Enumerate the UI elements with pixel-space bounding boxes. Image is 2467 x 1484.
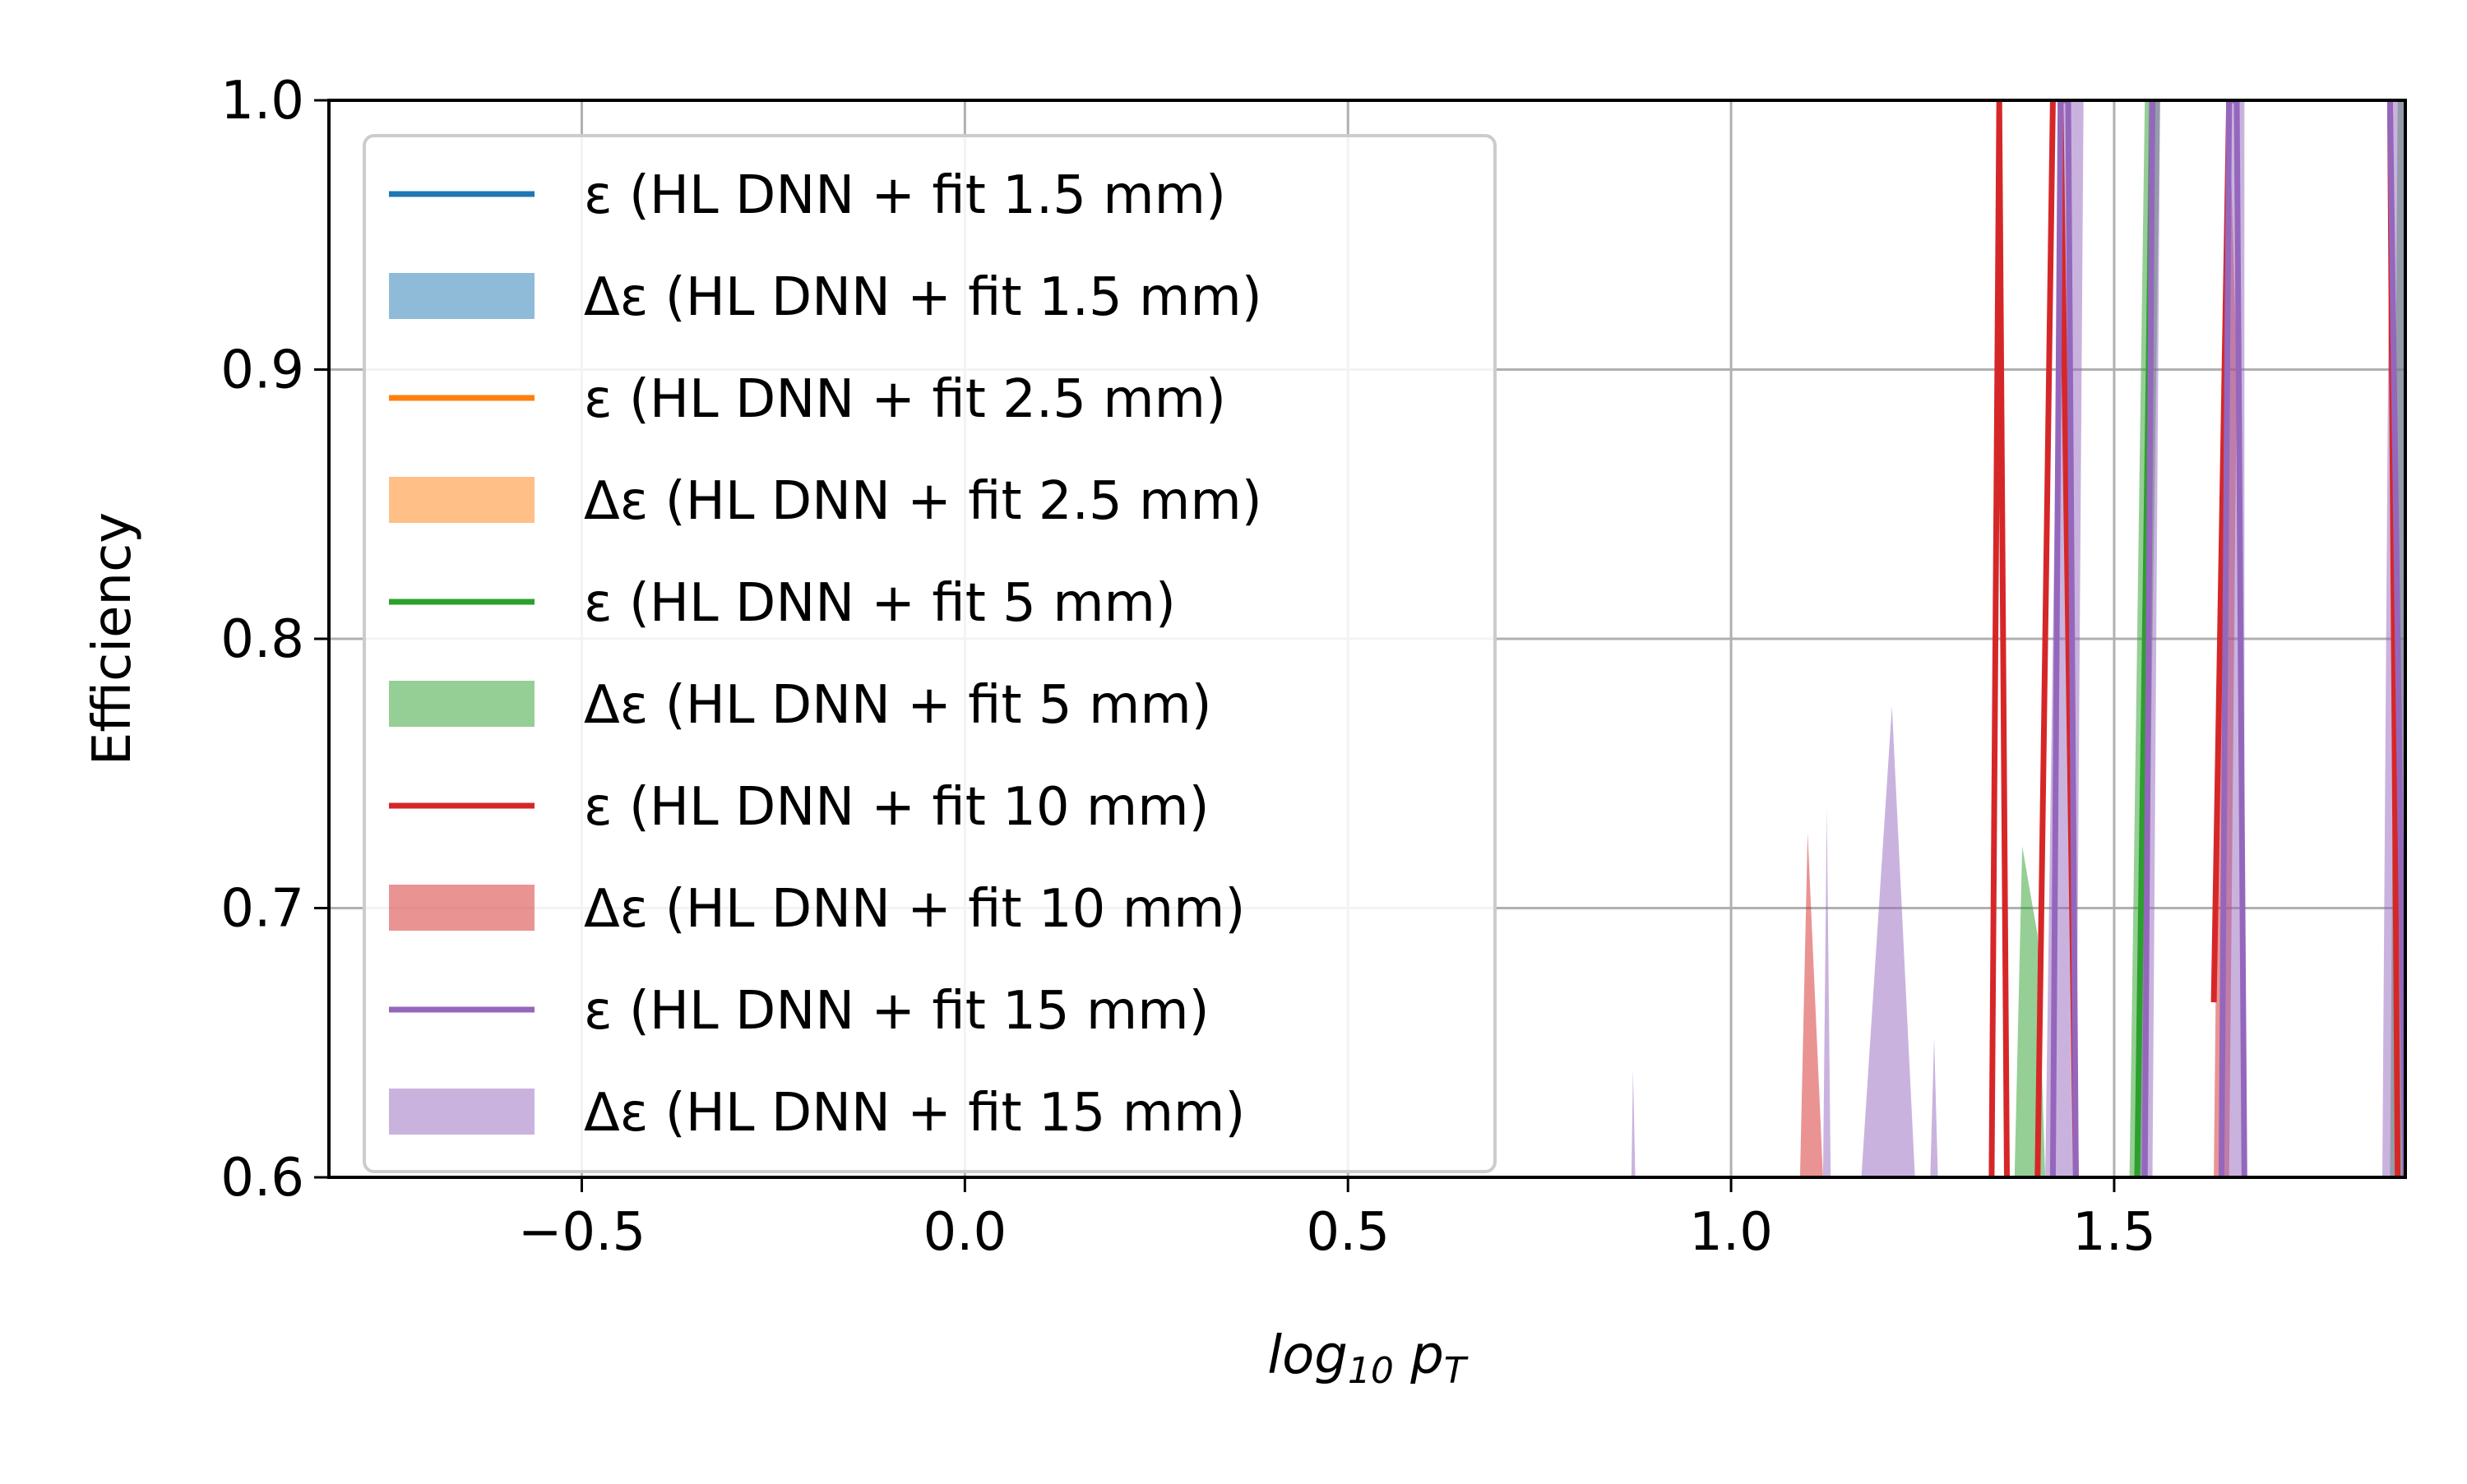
uncertainty-band (1799, 832, 1823, 1177)
y-axis-title: Efficiency (82, 512, 143, 765)
legend-label: Δε (HL DNN + fit 2.5 mm) (584, 471, 1262, 532)
efficiency-line (1988, 100, 2010, 1177)
x-tick-label: 0.5 (1306, 1202, 1390, 1263)
legend-label: Δε (HL DNN + fit 10 mm) (584, 879, 1245, 940)
legend-box (363, 134, 1497, 1173)
efficiency-line (2386, 100, 2405, 1177)
y-tick-label: 0.8 (220, 609, 304, 670)
legend-band-swatch (389, 885, 535, 931)
x-axis-title: log10 pT (1267, 1325, 1469, 1392)
uncertainty-band (1631, 1070, 1636, 1177)
efficiency-line (2049, 100, 2079, 1177)
uncertainty-band (1861, 705, 1915, 1177)
efficiency-line (2218, 100, 2247, 1177)
legend-label: ε (HL DNN + fit 10 mm) (584, 777, 1210, 838)
y-tick-label: 1.0 (220, 71, 304, 132)
x-tick-label: 1.0 (1689, 1202, 1773, 1263)
efficiency-lines (1988, 100, 2405, 1177)
legend-label: ε (HL DNN + fit 1.5 mm) (584, 165, 1226, 226)
efficiency-line (2141, 100, 2155, 1177)
x-tick-label: 0.0 (923, 1202, 1007, 1263)
uncertainty-band (1822, 808, 1831, 1177)
legend: ε (HL DNN + fit 1.5 mm) Δε (HL DNN + fit … (363, 134, 1497, 1173)
legend-label: Δε (HL DNN + fit 1.5 mm) (584, 267, 1262, 328)
x-tick-label: 1.5 (2072, 1202, 2156, 1263)
legend-band-swatch (389, 273, 535, 319)
legend-label: Δε (HL DNN + fit 15 mm) (584, 1083, 1245, 1144)
legend-band-swatch (389, 681, 535, 727)
x-tick-label: −0.5 (518, 1202, 646, 1263)
axis-ticks: −0.5 0.0 0.5 1.0 1.5 0.6 0.7 0.8 0.9 1.0 (220, 71, 2156, 1263)
y-tick-label: 0.7 (220, 879, 304, 940)
uncertainty-band (1930, 1037, 1938, 1177)
legend-label: ε (HL DNN + fit 5 mm) (584, 573, 1176, 634)
legend-band-swatch (389, 1089, 535, 1135)
legend-label: Δε (HL DNN + fit 5 mm) (584, 675, 1212, 736)
legend-band-swatch (389, 477, 535, 523)
legend-label: ε (HL DNN + fit 2.5 mm) (584, 369, 1226, 430)
y-tick-label: 0.6 (220, 1148, 304, 1209)
y-tick-label: 0.9 (220, 340, 304, 401)
legend-label: ε (HL DNN + fit 15 mm) (584, 981, 1210, 1042)
efficiency-line (2034, 100, 2056, 1177)
